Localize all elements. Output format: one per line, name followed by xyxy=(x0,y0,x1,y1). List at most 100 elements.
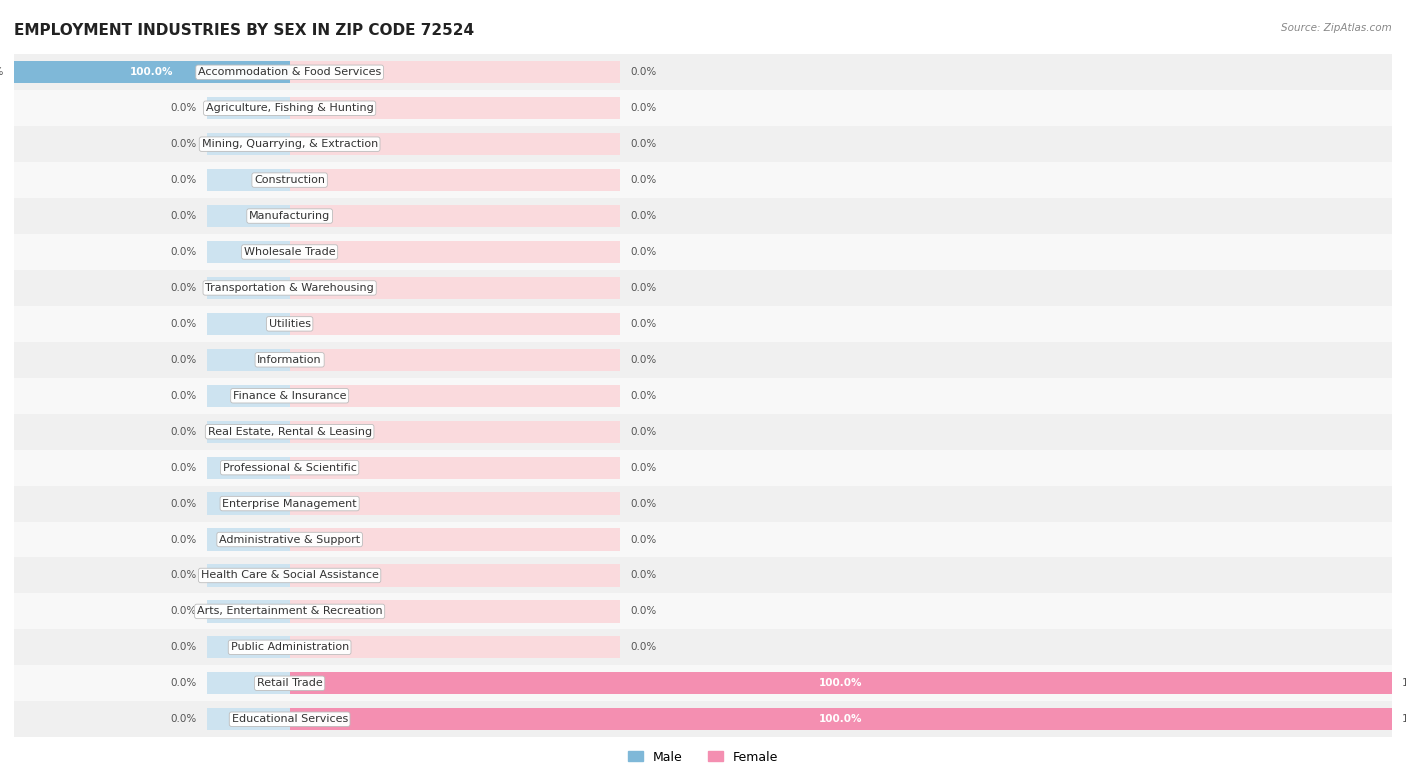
Bar xyxy=(14,270,1392,306)
Bar xyxy=(207,133,290,155)
Bar xyxy=(207,528,290,551)
Text: 0.0%: 0.0% xyxy=(170,535,197,545)
Text: 0.0%: 0.0% xyxy=(170,355,197,365)
Text: Construction: Construction xyxy=(254,175,325,185)
Text: Real Estate, Rental & Leasing: Real Estate, Rental & Leasing xyxy=(208,427,371,437)
Bar xyxy=(14,198,1392,234)
Text: Accommodation & Food Services: Accommodation & Food Services xyxy=(198,68,381,78)
Bar xyxy=(14,54,1392,90)
Bar xyxy=(290,601,620,622)
Bar xyxy=(290,564,620,587)
Bar xyxy=(207,277,290,299)
Bar xyxy=(290,672,1392,695)
Bar xyxy=(14,90,1392,126)
Text: 0.0%: 0.0% xyxy=(631,247,657,257)
Text: Professional & Scientific: Professional & Scientific xyxy=(222,462,357,473)
Text: Transportation & Warehousing: Transportation & Warehousing xyxy=(205,283,374,293)
Bar xyxy=(14,594,1392,629)
Text: 0.0%: 0.0% xyxy=(170,570,197,580)
Bar xyxy=(14,306,1392,342)
Bar xyxy=(14,342,1392,378)
Bar xyxy=(290,61,620,84)
Text: 100.0%: 100.0% xyxy=(820,678,862,688)
Text: 0.0%: 0.0% xyxy=(170,462,197,473)
Text: 0.0%: 0.0% xyxy=(631,175,657,185)
Text: Educational Services: Educational Services xyxy=(232,714,347,724)
Text: 100.0%: 100.0% xyxy=(1402,714,1406,724)
Text: 0.0%: 0.0% xyxy=(631,319,657,329)
Bar xyxy=(290,528,620,551)
Bar xyxy=(290,636,620,659)
Bar xyxy=(14,414,1392,449)
Bar xyxy=(14,126,1392,162)
Text: 0.0%: 0.0% xyxy=(631,606,657,616)
Text: 0.0%: 0.0% xyxy=(631,570,657,580)
Text: 0.0%: 0.0% xyxy=(170,499,197,508)
Text: 100.0%: 100.0% xyxy=(820,714,862,724)
Bar xyxy=(207,421,290,443)
Bar xyxy=(14,521,1392,557)
Bar xyxy=(207,313,290,335)
Bar xyxy=(290,277,620,299)
Text: Mining, Quarrying, & Extraction: Mining, Quarrying, & Extraction xyxy=(201,139,378,149)
Text: 0.0%: 0.0% xyxy=(170,319,197,329)
Text: Finance & Insurance: Finance & Insurance xyxy=(233,391,346,400)
Text: 0.0%: 0.0% xyxy=(170,247,197,257)
Text: 100.0%: 100.0% xyxy=(1402,678,1406,688)
Text: 100.0%: 100.0% xyxy=(0,68,4,78)
Bar xyxy=(207,564,290,587)
Text: Agriculture, Fishing & Hunting: Agriculture, Fishing & Hunting xyxy=(205,103,374,113)
Bar xyxy=(207,348,290,371)
Bar xyxy=(290,133,620,155)
Text: 0.0%: 0.0% xyxy=(631,462,657,473)
Text: 0.0%: 0.0% xyxy=(170,211,197,221)
Bar xyxy=(207,601,290,622)
Text: 0.0%: 0.0% xyxy=(170,283,197,293)
Bar xyxy=(207,385,290,407)
Bar xyxy=(290,385,620,407)
Bar xyxy=(14,61,290,84)
Text: 0.0%: 0.0% xyxy=(631,139,657,149)
Bar xyxy=(14,665,1392,702)
Text: 0.0%: 0.0% xyxy=(631,211,657,221)
Bar xyxy=(290,313,620,335)
Text: 0.0%: 0.0% xyxy=(631,283,657,293)
Text: Utilities: Utilities xyxy=(269,319,311,329)
Bar xyxy=(207,97,290,120)
Bar xyxy=(290,169,620,191)
Text: 0.0%: 0.0% xyxy=(631,535,657,545)
Text: 0.0%: 0.0% xyxy=(631,499,657,508)
Bar xyxy=(207,636,290,659)
Text: 100.0%: 100.0% xyxy=(131,68,173,78)
Text: 0.0%: 0.0% xyxy=(170,391,197,400)
Bar xyxy=(14,449,1392,486)
Text: Source: ZipAtlas.com: Source: ZipAtlas.com xyxy=(1281,23,1392,33)
Text: 0.0%: 0.0% xyxy=(170,427,197,437)
Text: 0.0%: 0.0% xyxy=(170,175,197,185)
Text: 0.0%: 0.0% xyxy=(170,643,197,653)
Text: 0.0%: 0.0% xyxy=(631,103,657,113)
Bar xyxy=(207,708,290,730)
Text: Enterprise Management: Enterprise Management xyxy=(222,499,357,508)
Text: Retail Trade: Retail Trade xyxy=(257,678,322,688)
Text: 0.0%: 0.0% xyxy=(631,427,657,437)
Bar xyxy=(14,702,1392,737)
Text: 0.0%: 0.0% xyxy=(631,391,657,400)
Bar xyxy=(14,162,1392,198)
Bar xyxy=(290,493,620,514)
Legend: Male, Female: Male, Female xyxy=(623,746,783,768)
Text: 0.0%: 0.0% xyxy=(631,68,657,78)
Bar xyxy=(290,672,1392,695)
Bar xyxy=(207,456,290,479)
Bar xyxy=(290,348,620,371)
Bar xyxy=(207,169,290,191)
Bar xyxy=(14,486,1392,521)
Text: 0.0%: 0.0% xyxy=(170,678,197,688)
Bar xyxy=(14,378,1392,414)
Text: 0.0%: 0.0% xyxy=(631,643,657,653)
Text: 0.0%: 0.0% xyxy=(170,606,197,616)
Bar xyxy=(207,672,290,695)
Bar xyxy=(14,629,1392,665)
Text: Wholesale Trade: Wholesale Trade xyxy=(243,247,336,257)
Text: Public Administration: Public Administration xyxy=(231,643,349,653)
